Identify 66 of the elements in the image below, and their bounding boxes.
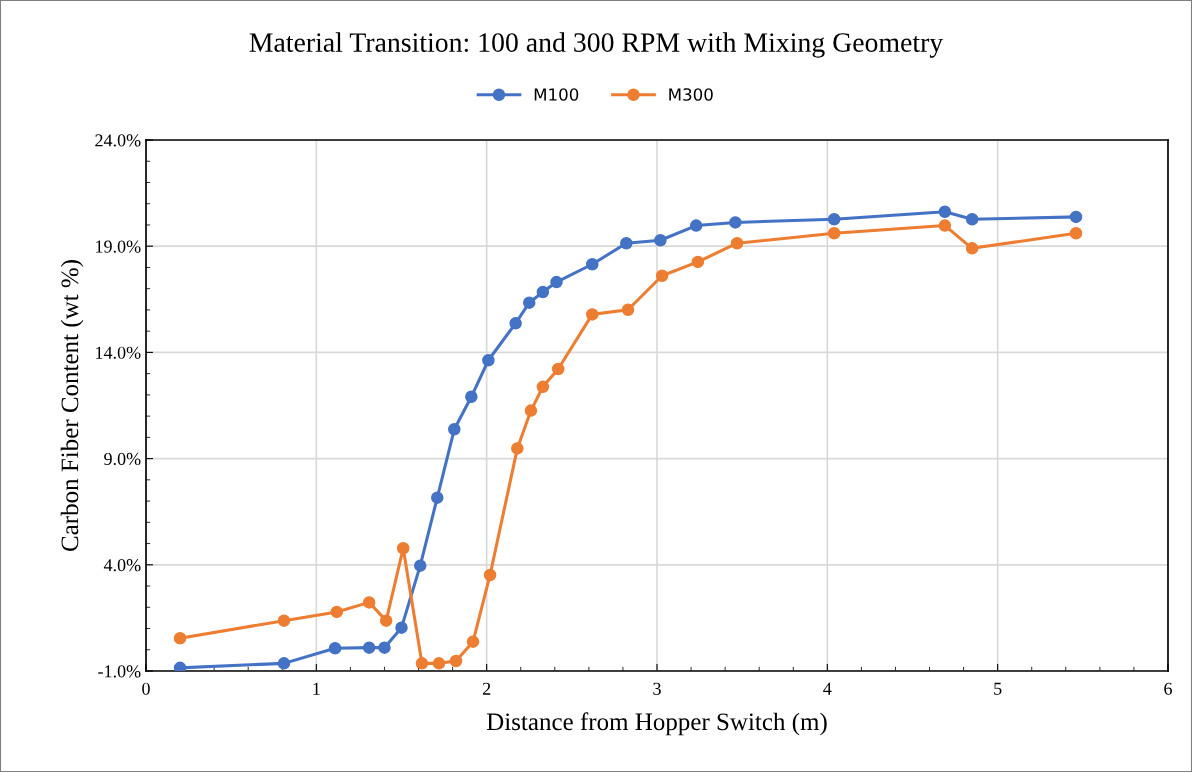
point — [413, 559, 427, 572]
point — [465, 390, 478, 404]
point — [522, 296, 536, 309]
point — [827, 212, 841, 226]
y-tick-label: -1.0% — [98, 665, 141, 678]
point — [691, 255, 705, 269]
point — [620, 236, 633, 250]
point — [362, 596, 376, 609]
x-tick-label: 6 — [1164, 682, 1172, 695]
point — [965, 212, 979, 226]
point — [395, 621, 408, 634]
point — [466, 635, 480, 648]
x-tick-label: 4 — [823, 682, 832, 695]
point — [654, 234, 667, 247]
point — [173, 632, 187, 645]
point — [482, 354, 495, 367]
point — [1069, 210, 1083, 224]
y-tick-label: 9.0% — [104, 452, 141, 466]
point — [621, 303, 635, 316]
point — [328, 642, 342, 655]
point — [448, 423, 461, 436]
point — [511, 442, 524, 455]
point — [524, 404, 538, 417]
x-tick-label: 3 — [653, 682, 661, 695]
point — [277, 614, 291, 627]
point — [938, 205, 952, 219]
point — [655, 269, 669, 282]
y-axis-title: Carbon Fiber Content (wt %) — [60, 260, 84, 551]
y-tick-label: 19.0% — [96, 240, 141, 253]
point — [277, 657, 291, 670]
point — [550, 275, 563, 289]
point — [509, 317, 522, 330]
point — [330, 605, 344, 619]
legend-label: M300 — [669, 88, 713, 101]
x-tick-label: 2 — [482, 682, 491, 695]
point — [362, 641, 376, 654]
point — [586, 308, 599, 321]
point — [551, 362, 565, 376]
y-tick-label: 4.0% — [103, 559, 141, 572]
point — [396, 541, 410, 555]
point — [173, 661, 187, 671]
point — [536, 380, 550, 394]
point — [431, 491, 444, 504]
x-tick-label: 5 — [994, 682, 1002, 695]
point — [449, 654, 463, 668]
chart-title: Material Transition: 100 and 300 RPM with Mixing Geometry — [249, 32, 944, 58]
point — [730, 236, 744, 250]
point — [536, 285, 550, 299]
point — [586, 258, 599, 271]
point — [379, 614, 393, 627]
y-tick-label: 14.0% — [96, 346, 141, 359]
x-axis-title: Distance from Hopper Switch (m) — [486, 712, 827, 736]
point — [432, 657, 446, 670]
point — [938, 219, 952, 232]
legend-label: M100 — [534, 88, 579, 101]
point — [483, 568, 497, 582]
point — [689, 219, 703, 232]
y-tick-label: 24.0% — [95, 134, 141, 147]
point — [729, 216, 742, 229]
x-tick-label: 1 — [313, 682, 320, 695]
point — [378, 641, 391, 654]
x-tick-label: 0 — [142, 682, 150, 695]
point — [1069, 226, 1083, 240]
point — [415, 657, 429, 670]
point — [827, 226, 841, 240]
point — [965, 242, 979, 255]
